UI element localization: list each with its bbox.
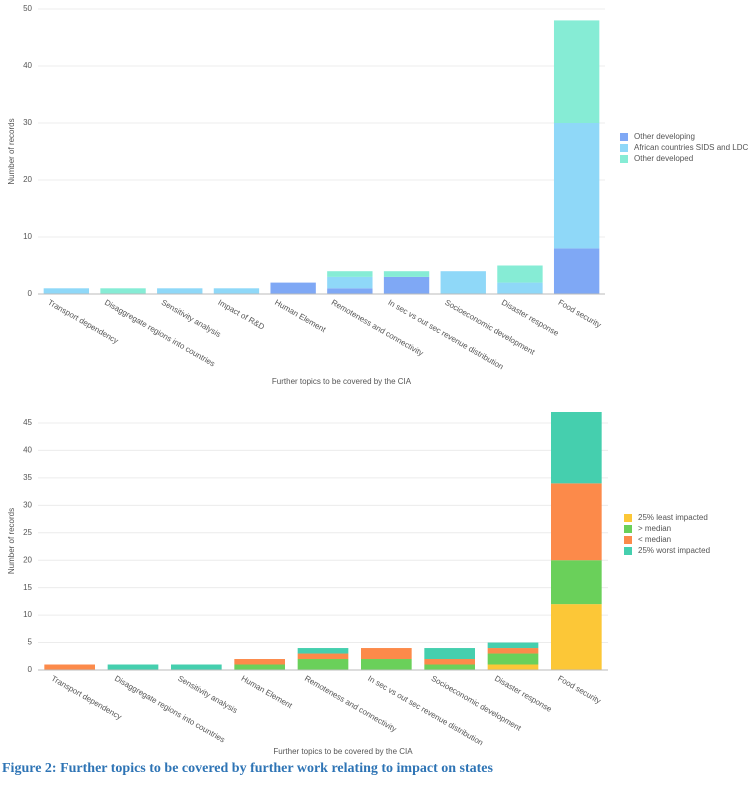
y-tick-label: 20 [23,555,32,564]
y-tick-label: 30 [23,118,32,127]
x-axis-title: Further topics to be covered by the CIA [272,377,412,386]
legend-swatch [620,155,628,163]
y-tick-label: 0 [28,665,33,674]
bar-segment [551,412,602,484]
x-tick-label: Human Element [273,298,328,335]
bar-segment [553,123,600,249]
y-tick-label: 5 [28,638,33,647]
y-tick-label: 10 [23,232,32,241]
bar-segment [553,248,600,294]
legend-label: > median [638,524,671,533]
y-axis-title: Number of records [7,118,16,184]
legend-swatch [624,525,632,533]
bar-segment [43,288,90,294]
y-tick-label: 0 [28,289,33,298]
legend-swatch [620,144,628,152]
legend-swatch [620,133,628,141]
x-axis-title: Further topics to be covered by the CIA [273,747,413,756]
y-tick-label: 25 [23,528,32,537]
bar-segment [234,659,285,665]
x-tick-label: Disaster response [500,298,561,338]
legend-label: < median [638,535,671,544]
bar-segment [487,664,539,670]
y-tick-label: 50 [23,4,32,13]
bar-segment [297,659,349,670]
bar-segment [424,664,475,670]
x-tick-label: In sec vs out sec revenue distribution [386,298,504,372]
y-tick-label: 10 [23,610,32,619]
bar-segment [424,659,475,665]
x-tick-label: In sec vs out sec revenue distribution [366,674,484,748]
bar-segment [44,664,95,670]
bar-segment [487,653,539,665]
legend-label: Other developing [634,132,695,141]
x-tick-label: Socioeconomic development [443,298,537,357]
legend-swatch [624,536,632,544]
bar-segment [424,648,475,660]
bar-segment [297,653,349,660]
y-tick-label: 40 [23,61,32,70]
x-tick-label: Disaster response [493,674,554,714]
bar-segment [383,271,430,277]
y-tick-label: 35 [23,473,32,482]
bar-segment [361,659,412,670]
bar-segment [497,265,543,283]
legend-swatch [624,514,632,522]
bar-segment [297,648,349,654]
y-tick-label: 45 [23,418,32,427]
y-tick-label: 15 [23,583,32,592]
bar-segment [551,560,602,605]
bar-segment [361,648,412,660]
bar-segment [497,282,543,294]
x-tick-label: Transport dependency [50,674,124,722]
y-tick-label: 30 [23,500,32,509]
figure-caption: Figure 2: Further topics to be covered b… [2,761,494,776]
bar-segment [327,288,373,294]
bar-segment [234,664,285,670]
legend-label: 25% worst impacted [638,546,710,555]
y-axis-title: Number of records [7,508,16,574]
legend-label: African countries SIDS and LDCs [634,143,748,152]
bar-segment [551,604,602,670]
bar-segment [551,483,602,561]
bar-segment [327,276,373,289]
x-tick-label: Remoteness and connectivity [330,298,425,358]
x-tick-label: Disaggregate regions into countries [103,298,216,369]
legend-swatch [624,547,632,555]
x-tick-label: Disaggregate regions into countries [113,674,226,745]
legend-label: 25% least impacted [638,513,708,522]
x-tick-label: Sensitivity analysis [176,674,239,715]
legend-label: Other developed [634,154,693,163]
x-tick-label: Impact of R&D [216,298,266,332]
bar-segment [487,648,539,654]
bar-segment [487,642,539,649]
y-tick-label: 20 [23,175,32,184]
x-tick-label: Food security [557,298,603,330]
x-tick-label: Food security [556,674,602,706]
bar-segment [100,288,146,294]
bar-segment [553,20,600,123]
x-tick-label: Human Element [240,674,295,711]
y-tick-label: 40 [23,446,32,455]
bar-segment [213,288,260,294]
bar-segment [157,288,203,294]
bar-segment [383,276,430,294]
bar-segment [270,282,316,294]
bar-segment [327,271,373,277]
bar-segment [171,664,222,670]
bar-segment [107,664,159,670]
bar-segment [440,271,486,294]
